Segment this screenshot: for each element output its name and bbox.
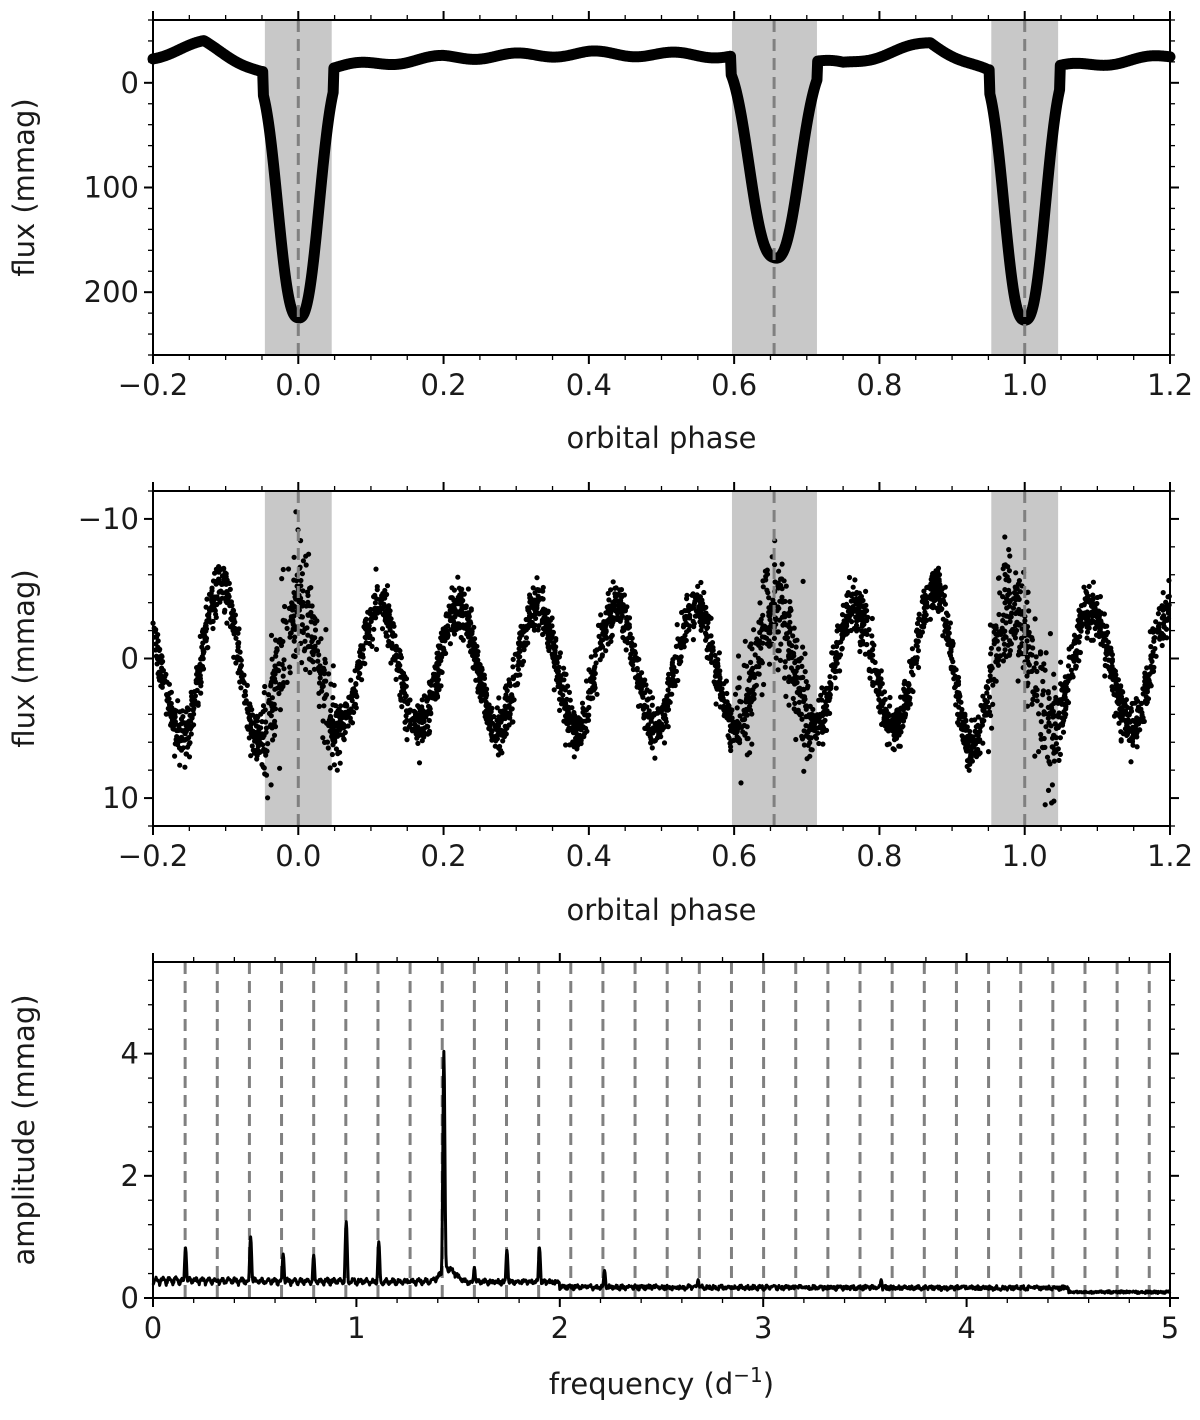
x-tick-label: 0.8 [856,839,902,873]
x-tick-label: 1.0 [1002,368,1048,402]
x-tick-label: −0.2 [118,368,188,402]
x-tick-label: 1.2 [1147,839,1193,873]
x-tick-label: 4 [957,1311,975,1345]
y-tick-label: 4 [121,1037,139,1071]
x-axis-label: frequency (d−1) [549,1363,774,1401]
eclipse-shade [991,491,1059,826]
x-tick-label: 3 [754,1311,772,1345]
amplitude-spectrum-line [151,1049,1172,1295]
eclipse-shade [731,20,817,355]
x-axis-label: orbital phase [566,421,756,455]
x-tick-label: 0.4 [566,839,612,873]
x-axis-label-superscript: −1 [733,1363,762,1387]
y-tick-label: 0 [121,1281,139,1315]
x-tick-label: −0.2 [118,839,188,873]
y-axis-label: flux (mmag) [7,569,41,747]
y-tick-label: −10 [78,502,139,536]
panel-amplitude-spectrum: 0 1 2 3 4 5 0 2 4 amplitude (mmag) frequency (d−1) [7,953,1179,1401]
y-axis-label: amplitude (mmag) [7,994,41,1265]
plot-frame [152,961,1171,1299]
x-tick-label: 1 [347,1311,365,1345]
panel-eclipse-light-curve: −0.2 0.0 0.2 0.4 0.6 0.8 1.0 1.2 0 100 200 flux (mm… [7,11,1193,455]
y-tick-label: 2 [121,1159,139,1193]
x-tick-label: 1.2 [1147,368,1193,402]
y-tick-label: 200 [84,275,139,309]
x-tick-label: 0.4 [566,368,612,402]
panel-residual-light-curve: −0.2 0.0 0.2 0.4 0.6 0.8 1.0 1.2 −10 0 10 flux (mma… [7,482,1193,927]
x-tick-label: 0.0 [275,368,321,402]
x-axis-label: orbital phase [566,893,756,927]
y-tick-label: 0 [121,66,139,100]
y-tick-label: 10 [102,781,139,815]
x-tick-label: 0.2 [421,839,467,873]
x-tick-label: 0 [144,1311,162,1345]
x-axis-label-main: frequency (d [549,1367,733,1401]
y-axis-label: flux (mmag) [7,98,41,276]
x-tick-label: 0.2 [421,368,467,402]
x-tick-label: 0.6 [711,839,757,873]
x-tick-label: 5 [1161,1311,1179,1345]
x-axis-label-tail: ) [763,1367,774,1401]
y-tick-label: 100 [84,171,139,205]
x-tick-label: 1.0 [1002,839,1048,873]
light-curve-line [147,35,1176,326]
x-tick-label: 0.6 [711,368,757,402]
x-tick-label: 0.0 [275,839,321,873]
y-tick-label: 0 [121,642,139,676]
x-tick-label: 0.8 [856,368,902,402]
x-tick-label: 2 [551,1311,569,1345]
